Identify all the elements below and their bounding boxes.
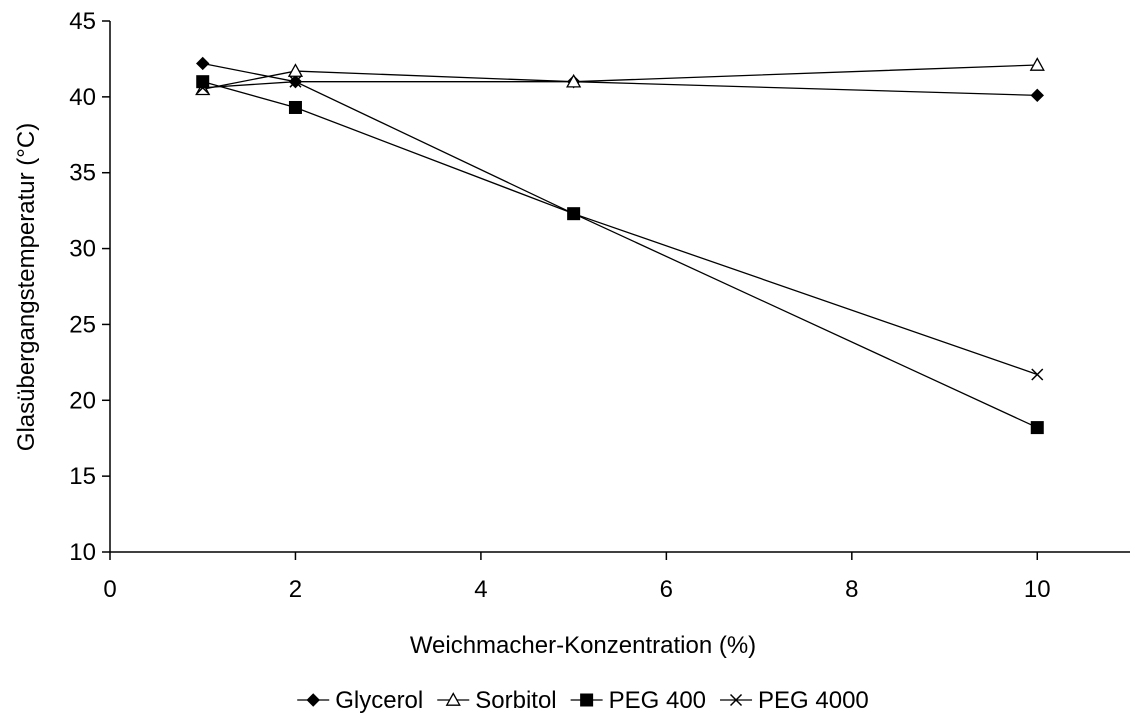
legend: Glycerol Sorbitol PEG 400 PEG 4000 (297, 687, 869, 714)
axes: 10 15 20 25 30 35 40 45 0 2 4 6 8 10 (69, 8, 1130, 603)
x-tick-label: 4 (474, 576, 487, 603)
y-tick-label: 40 (69, 84, 96, 111)
plot-markers (195, 56, 1045, 435)
legend-item: PEG 4000 (720, 687, 869, 714)
legend-label: Sorbitol (475, 687, 556, 714)
legend-marker-peg-4000 (730, 693, 743, 707)
y-tick-label: 45 (69, 8, 96, 35)
legend-marker-peg-400 (580, 693, 594, 707)
legend-item: Glycerol (297, 687, 423, 714)
y-tick-label: 15 (69, 463, 96, 490)
y-tick-label: 20 (69, 387, 96, 414)
series-line-peg-4000 (202, 81, 1038, 376)
data-point-peg-400 (288, 100, 302, 114)
legend-label: PEG 400 (609, 687, 706, 714)
x-tick-label: 10 (1024, 576, 1051, 603)
data-point-peg-400 (1030, 421, 1044, 435)
x-axis-title: Weichmacher-Konzentration (%) (410, 632, 756, 659)
legend-marker-sorbitol (445, 692, 461, 706)
series-line-peg-400 (202, 81, 1038, 429)
series-line-sorbitol (202, 64, 1038, 90)
data-point-sorbitol (1029, 57, 1045, 71)
data-point-peg-4000 (196, 81, 209, 94)
data-point-glycerol (196, 56, 210, 71)
legend-label: Glycerol (335, 687, 423, 714)
x-tick-label: 2 (289, 576, 302, 603)
legend-item: Sorbitol (437, 687, 557, 714)
plot-lines (202, 62, 1038, 429)
x-tick-label: 6 (660, 576, 673, 603)
y-axis-title: Glasübergangstemperatur (°C) (13, 123, 40, 451)
legend-marker-glycerol (306, 693, 320, 707)
data-point-peg-4000 (289, 75, 302, 88)
y-tick-label: 35 (69, 160, 96, 187)
data-point-sorbitol (566, 73, 582, 88)
x-tick-label: 8 (845, 576, 858, 603)
y-tick-label: 30 (69, 236, 96, 263)
legend-item: PEG 400 (570, 687, 706, 714)
data-point-glycerol (1030, 88, 1044, 103)
x-tick-label: 0 (103, 576, 116, 603)
series-line-glycerol (202, 62, 1038, 96)
data-point-peg-400 (196, 75, 210, 89)
y-tick-label: 25 (69, 311, 96, 338)
data-point-sorbitol (287, 63, 304, 77)
data-point-peg-4000 (1031, 368, 1044, 381)
data-point-peg-4000 (567, 207, 580, 220)
y-tick-label: 10 (69, 539, 96, 566)
legend-label: PEG 4000 (758, 687, 869, 714)
